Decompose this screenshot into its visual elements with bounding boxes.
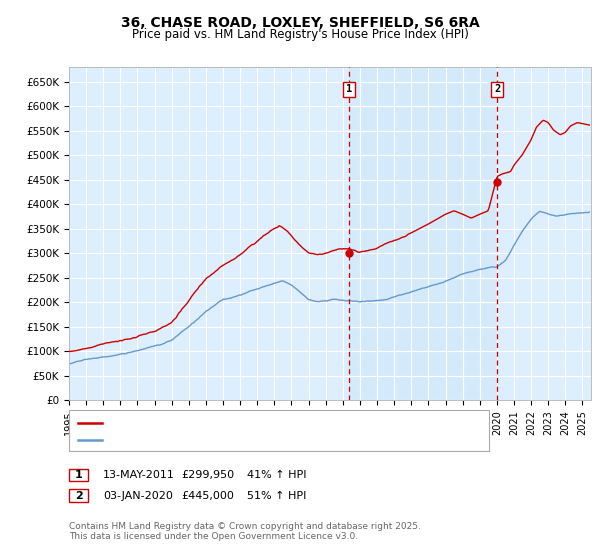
Text: 1: 1	[346, 84, 352, 94]
Bar	[349, 67, 497, 400]
Text: 2: 2	[494, 84, 500, 94]
Text: 13-MAY-2011: 13-MAY-2011	[103, 470, 175, 480]
Text: 36, CHASE ROAD, LOXLEY, SHEFFIELD, S6 6RA: 36, CHASE ROAD, LOXLEY, SHEFFIELD, S6 6R…	[121, 16, 479, 30]
Text: HPI: Average price, detached house, Sheffield: HPI: Average price, detached house, Shef…	[108, 435, 347, 445]
Text: 41% ↑ HPI: 41% ↑ HPI	[247, 470, 307, 480]
Text: 51% ↑ HPI: 51% ↑ HPI	[247, 491, 307, 501]
Text: 03-JAN-2020: 03-JAN-2020	[103, 491, 173, 501]
Text: 1: 1	[75, 470, 82, 480]
Text: £445,000: £445,000	[181, 491, 234, 501]
Text: Price paid vs. HM Land Registry's House Price Index (HPI): Price paid vs. HM Land Registry's House …	[131, 28, 469, 41]
Text: £299,950: £299,950	[181, 470, 235, 480]
Text: Contains HM Land Registry data © Crown copyright and database right 2025.
This d: Contains HM Land Registry data © Crown c…	[69, 522, 421, 542]
Text: 2: 2	[75, 491, 82, 501]
Text: 36, CHASE ROAD, LOXLEY, SHEFFIELD, S6 6RA (detached house): 36, CHASE ROAD, LOXLEY, SHEFFIELD, S6 6R…	[108, 418, 443, 428]
